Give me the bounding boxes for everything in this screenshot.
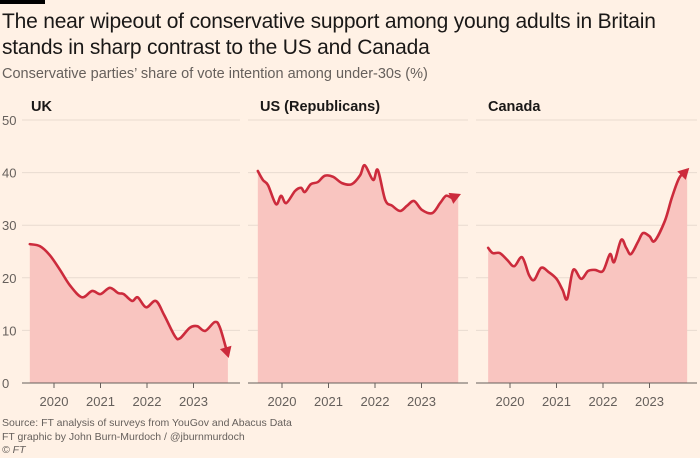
chart-subtitle: Conservative parties’ share of vote inte… xyxy=(2,66,428,82)
source-note: Source: FT analysis of surveys from YouG… xyxy=(2,417,292,429)
copyright-note: © FT xyxy=(2,444,26,456)
x-tick-label: 2022 xyxy=(133,394,162,409)
y-tick-label: 40 xyxy=(2,166,16,181)
end-arrow-icon xyxy=(219,345,232,359)
x-tick-label: 2020 xyxy=(268,394,297,409)
panel-title: Canada xyxy=(488,99,541,115)
x-tick-label: 2020 xyxy=(40,394,69,409)
panel-us: 2020 2021 2022 2023 US (Republicans) xyxy=(248,99,468,409)
panel-title: UK xyxy=(31,99,52,115)
x-tick-label: 2023 xyxy=(179,394,208,409)
x-tick-label: 2023 xyxy=(407,394,436,409)
x-tick-label: 2023 xyxy=(635,394,664,409)
panel-title: US (Republicans) xyxy=(260,99,380,115)
y-tick-label: 10 xyxy=(2,323,16,338)
line-canada xyxy=(486,168,689,301)
x-tick-label: 2021 xyxy=(542,394,571,409)
ft-brand-bar xyxy=(0,0,45,4)
area-canada xyxy=(488,169,688,383)
x-tick-label: 2021 xyxy=(314,394,343,409)
footer: Source: FT analysis of surveys from YouG… xyxy=(2,417,292,458)
end-arrow-icon xyxy=(448,192,461,204)
area-uk xyxy=(29,244,228,383)
y-tick-label: 0 xyxy=(2,376,9,391)
area-us xyxy=(257,165,459,383)
x-tick-label: 2020 xyxy=(496,394,525,409)
x-tick-label: 2021 xyxy=(86,394,115,409)
chart-title: The near wipeout of conservative support… xyxy=(2,10,656,59)
panel-canada: 2020 2021 2022 2023 Canada xyxy=(476,99,697,409)
panel-uk: 0 10 20 30 40 50 2020 2021 2022 2023 UK xyxy=(2,99,240,409)
y-tick-label: 50 xyxy=(2,113,16,128)
y-tick-label: 30 xyxy=(2,218,16,233)
y-tick-label: 20 xyxy=(2,271,16,286)
line-us xyxy=(256,163,460,215)
end-arrow-icon xyxy=(677,167,690,180)
x-tick-label: 2022 xyxy=(361,394,390,409)
x-tick-label: 2022 xyxy=(589,394,618,409)
credit-note: FT graphic by John Burn-Murdoch / @jburn… xyxy=(2,430,245,443)
line-uk xyxy=(28,242,230,357)
